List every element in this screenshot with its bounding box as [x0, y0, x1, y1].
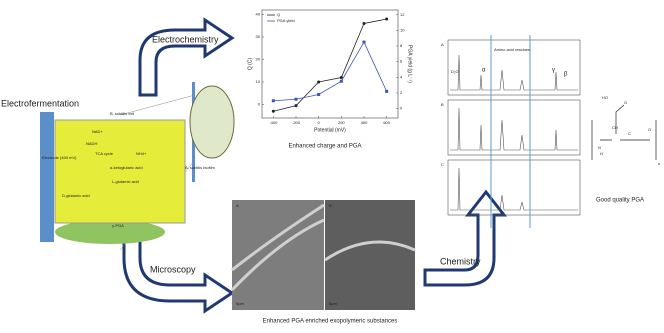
label: B. subtilis biofilm	[185, 165, 215, 170]
scale: 5µm	[329, 301, 338, 306]
atom: N	[598, 145, 601, 150]
node: TCA cycle	[95, 151, 114, 156]
atom: CH	[612, 125, 618, 130]
y-tick-label: 10	[256, 79, 261, 84]
biofilm	[189, 85, 235, 159]
node: D-glutamic acid	[62, 193, 90, 198]
atom: C	[628, 131, 631, 136]
peak-label: γ	[552, 68, 555, 74]
node: NH4+	[136, 151, 147, 156]
node: α-ketoglutaric acid	[110, 165, 143, 170]
panel-label: B	[441, 102, 444, 107]
plot-frame	[261, 9, 399, 119]
label: Chemistry	[440, 256, 481, 266]
point	[385, 17, 389, 21]
x-tick-label: -400	[269, 120, 278, 125]
peak-label: α	[482, 68, 486, 74]
y2-tick-label: 10	[400, 27, 405, 32]
legend-label: PGA yield	[277, 18, 295, 23]
panel-label: A	[236, 203, 239, 208]
atom: n	[658, 161, 660, 166]
legend-label: Q	[277, 12, 280, 17]
y-axis-label: Q (C)	[247, 58, 253, 71]
y2-tick-label: 12	[400, 12, 405, 17]
label: Electrofermentation	[1, 98, 79, 108]
x-axis-label: Potential (mV)	[314, 127, 346, 133]
atom: H	[600, 151, 603, 156]
node: γ-PGA	[112, 223, 124, 228]
peak-label: β	[564, 72, 568, 78]
arrow	[122, 220, 235, 314]
point	[294, 97, 298, 101]
x-tick-label: 0	[318, 120, 321, 125]
region-label: Amino acid residues	[494, 47, 530, 52]
y-tick-label: 20	[256, 57, 261, 62]
y2-tick-label: 2	[400, 90, 403, 95]
arrow	[138, 17, 235, 97]
y2-axis-label: PGA yield (g L⁻¹)	[407, 45, 413, 83]
y2-tick-label: 0	[400, 106, 403, 111]
zoom-line	[119, 94, 196, 116]
electrode-label: Electrode (400 mV)	[42, 155, 77, 160]
point	[339, 79, 343, 83]
y2-tick-label: 4	[400, 74, 403, 79]
atom: HO	[602, 95, 608, 100]
point	[271, 109, 275, 113]
nmr	[447, 39, 581, 216]
caption: Enhanced charge and PGA	[288, 144, 361, 150]
y-tick-label: 30	[256, 34, 261, 39]
node: NADH	[86, 141, 97, 146]
y2-tick-label: 6	[400, 59, 403, 64]
atom: O	[624, 100, 627, 105]
point	[317, 80, 321, 84]
x-tick-label: -200	[292, 120, 301, 125]
panel-label: C	[441, 162, 444, 167]
sem-image	[325, 200, 415, 310]
arrow	[423, 189, 508, 287]
series-line	[273, 18, 387, 112]
x-tick-label: 400	[361, 120, 368, 125]
point	[362, 22, 366, 25]
sem-image	[232, 200, 324, 310]
x-tick-label: 200	[338, 120, 345, 125]
node: NAD+	[92, 129, 103, 134]
caption: Enhanced PGA enriched exopolymeric subst…	[263, 319, 398, 325]
atom: O	[648, 127, 651, 132]
point	[362, 40, 366, 44]
label: Electrochemistry	[152, 34, 219, 44]
biofilm-blob	[55, 220, 165, 244]
caption: Good quality PGA	[596, 198, 644, 204]
panel-label: B	[329, 203, 332, 208]
structure	[591, 104, 657, 160]
peak-label: D₂O	[451, 69, 459, 74]
cell-label: B. subtilis cell	[110, 111, 134, 116]
series-line	[273, 41, 388, 102]
label: Microscopy	[150, 264, 196, 274]
scale: 5µm	[236, 301, 245, 306]
y-tick-label: 40	[256, 12, 261, 17]
point	[271, 99, 275, 103]
x-tick-label: 600	[383, 120, 390, 125]
y-tick-label: 0	[258, 102, 261, 107]
panel-label: A	[441, 42, 444, 47]
point	[385, 89, 389, 93]
point	[339, 76, 343, 79]
y2-tick-label: 8	[400, 43, 403, 48]
texture	[230, 203, 416, 292]
cell	[54, 119, 186, 224]
point	[317, 93, 321, 97]
node: L-glutamic acid	[112, 179, 139, 184]
point	[294, 104, 298, 108]
electrode	[40, 112, 54, 242]
